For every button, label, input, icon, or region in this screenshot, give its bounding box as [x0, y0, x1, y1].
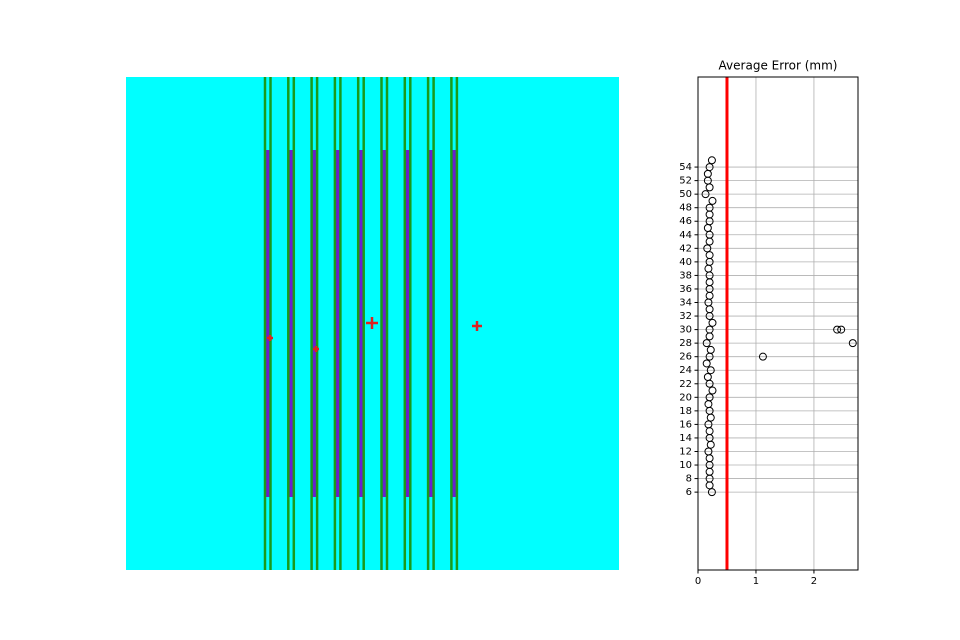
stripe-band: [311, 150, 317, 497]
y-tick-label: 32: [679, 311, 692, 322]
y-tick-label: 18: [679, 406, 692, 417]
point: [706, 440, 715, 449]
point: [708, 196, 717, 205]
y-tick-label: 14: [679, 433, 692, 444]
x-tick-label: 0: [695, 576, 701, 587]
point: [705, 278, 714, 287]
point: [708, 386, 717, 395]
y-tick-label: 34: [679, 298, 692, 309]
point: [705, 183, 714, 192]
stripe-band: [334, 150, 340, 497]
point: [703, 372, 712, 381]
point: [705, 393, 714, 402]
point: [705, 305, 714, 314]
point: [704, 264, 713, 273]
point: [705, 332, 714, 341]
point: [705, 237, 714, 246]
y-tick-label: 12: [679, 446, 692, 457]
point: [704, 420, 713, 429]
point: [705, 291, 714, 300]
y-tick-label: 54: [679, 162, 692, 173]
point: [708, 318, 717, 327]
y-tick-label: 48: [679, 203, 692, 214]
y-tick-label: 26: [679, 352, 692, 363]
point: [705, 454, 714, 463]
point: [706, 345, 715, 354]
stripe-band: [428, 150, 434, 497]
point: [705, 210, 714, 219]
plot-frame: [697, 76, 859, 571]
point: [704, 400, 713, 409]
point: [833, 325, 842, 334]
point: [705, 251, 714, 260]
y-tick-label: 6: [686, 487, 692, 498]
y-tick-label: 24: [679, 365, 692, 376]
point: [702, 359, 711, 368]
point: [706, 366, 715, 375]
point: [705, 481, 714, 490]
point: [705, 163, 714, 172]
y-tick-label: 10: [679, 460, 692, 471]
y-tick-label: 52: [679, 176, 692, 187]
y-tick-label: 36: [679, 284, 692, 295]
point: [703, 224, 712, 233]
stripe-band: [288, 150, 294, 497]
stripe-band: [265, 150, 270, 497]
y-tick-label: 16: [679, 419, 692, 430]
y-tick-label: 44: [679, 230, 692, 241]
point: [701, 190, 710, 199]
image-panel: [126, 77, 619, 570]
point: [705, 467, 714, 476]
point: [705, 203, 714, 212]
point: [707, 488, 716, 497]
y-tick-label: 46: [679, 216, 692, 227]
chart-title: Average Error (mm): [719, 59, 838, 73]
y-tick-label: 28: [679, 338, 692, 349]
point: [702, 339, 711, 348]
point: [707, 156, 716, 165]
point: [758, 352, 767, 361]
stripe-band: [451, 150, 457, 497]
y-tick-label: 40: [679, 257, 692, 268]
y-tick-label: 50: [679, 189, 692, 200]
y-tick-label: 42: [679, 243, 692, 254]
point: [704, 447, 713, 456]
stripe-band: [381, 150, 387, 497]
x-tick-label: 1: [753, 576, 759, 587]
point: [837, 325, 846, 334]
stripe-band: [404, 150, 410, 497]
point: [706, 413, 715, 422]
stripe-band: [358, 150, 364, 497]
y-tick-label: 8: [686, 474, 692, 485]
x-tick-label: 2: [811, 576, 817, 587]
y-tick-label: 30: [679, 325, 692, 336]
y-tick-label: 38: [679, 270, 692, 281]
point: [705, 427, 714, 436]
y-tick-label: 22: [679, 379, 692, 390]
point: [703, 244, 712, 253]
point: [703, 169, 712, 178]
point: [705, 325, 714, 334]
y-tick-label: 20: [679, 392, 692, 403]
point: [848, 339, 857, 348]
